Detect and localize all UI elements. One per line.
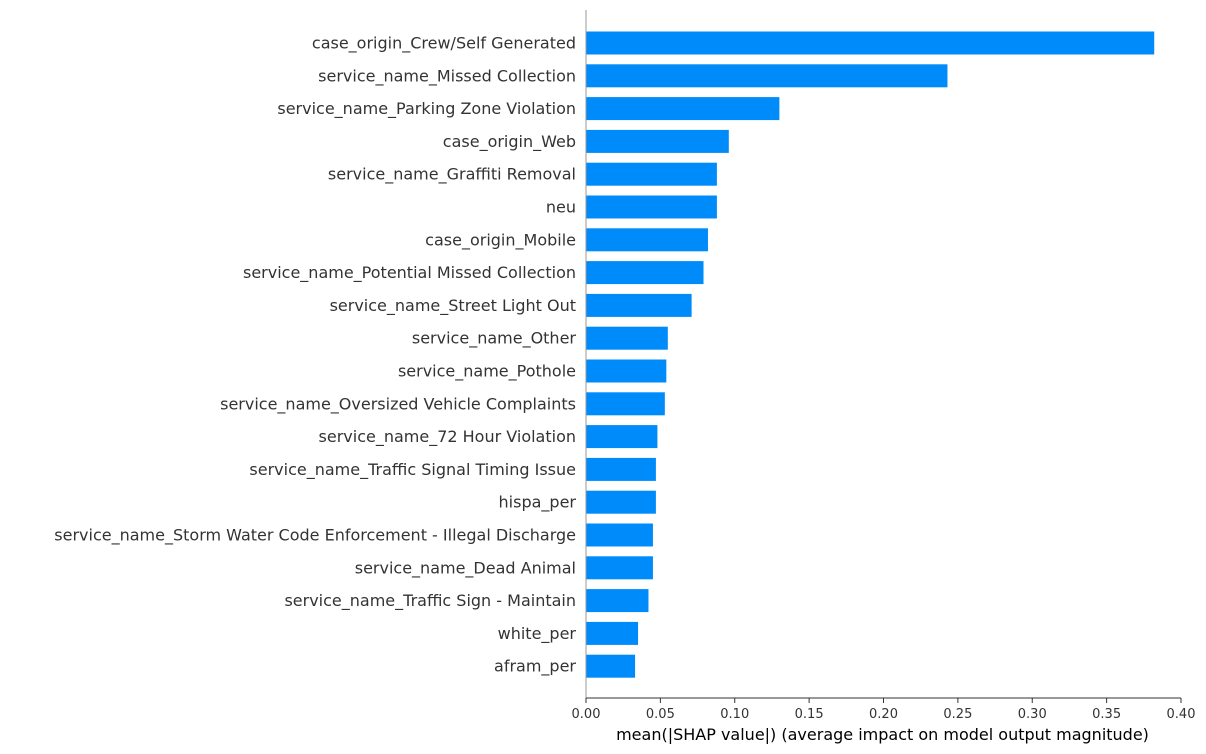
bar-4 (586, 162, 717, 186)
x-tick-label-5: 0.25 (943, 707, 972, 722)
bar-5 (586, 195, 717, 219)
bar-2 (586, 97, 780, 121)
category-label-2: service_name_Parking Zone Violation (277, 99, 576, 119)
bar-10 (586, 359, 667, 383)
x-tick-label-8: 0.40 (1167, 707, 1196, 722)
category-label-15: service_name_Storm Water Code Enforcemen… (54, 526, 576, 546)
bar-12 (586, 425, 658, 449)
x-tick-label-4: 0.20 (869, 707, 898, 722)
category-label-6: case_origin_Mobile (425, 230, 576, 250)
bars-group (586, 31, 1155, 678)
bar-19 (586, 654, 636, 678)
bar-1 (586, 64, 948, 88)
bar-11 (586, 392, 665, 416)
category-label-8: service_name_Street Light Out (330, 296, 576, 316)
bar-3 (586, 129, 729, 153)
category-label-7: service_name_Potential Missed Collection (243, 263, 576, 283)
x-tick-label-6: 0.30 (1018, 707, 1047, 722)
x-tick-label-0: 0.00 (572, 707, 601, 722)
category-label-18: white_per (498, 624, 577, 644)
category-label-1: service_name_Missed Collection (318, 66, 576, 86)
bar-0 (586, 31, 1155, 55)
category-label-11: service_name_Oversized Vehicle Complaint… (220, 394, 576, 414)
bar-17 (586, 589, 649, 613)
bar-7 (586, 261, 704, 285)
bar-6 (586, 228, 708, 252)
category-label-0: case_origin_Crew/Self Generated (312, 34, 576, 54)
x-tick-label-2: 0.10 (720, 707, 749, 722)
category-label-4: service_name_Graffiti Removal (328, 165, 576, 185)
category-label-17: service_name_Traffic Sign - Maintain (284, 591, 576, 611)
category-label-3: case_origin_Web (443, 132, 576, 152)
category-label-12: service_name_72 Hour Violation (319, 427, 576, 447)
category-label-5: neu (546, 198, 576, 217)
category-label-19: afram_per (494, 657, 576, 677)
category-label-9: service_name_Other (412, 329, 577, 349)
bar-8 (586, 293, 692, 317)
category-label-13: service_name_Traffic Signal Timing Issue (249, 460, 576, 480)
category-label-16: service_name_Dead Animal (355, 558, 576, 578)
category-label-10: service_name_Pothole (398, 362, 576, 382)
bar-18 (586, 621, 639, 645)
bar-16 (586, 556, 653, 580)
x-ticks: 0.00 0.05 0.10 0.15 0.20 0.25 0.30 0.35 0.40 (572, 698, 1196, 722)
bar-14 (586, 490, 656, 514)
x-tick-label-1: 0.05 (646, 707, 675, 722)
bar-13 (586, 457, 656, 481)
category-labels: case_origin_Crew/Self Generated service_n… (54, 34, 576, 677)
bar-9 (586, 326, 668, 350)
bar-15 (586, 523, 653, 547)
x-tick-label-7: 0.35 (1092, 707, 1121, 722)
x-tick-label-3: 0.15 (795, 707, 824, 722)
x-axis-label: mean(|SHAP value|) (average impact on mo… (616, 725, 1149, 744)
category-label-14: hispa_per (499, 493, 577, 513)
